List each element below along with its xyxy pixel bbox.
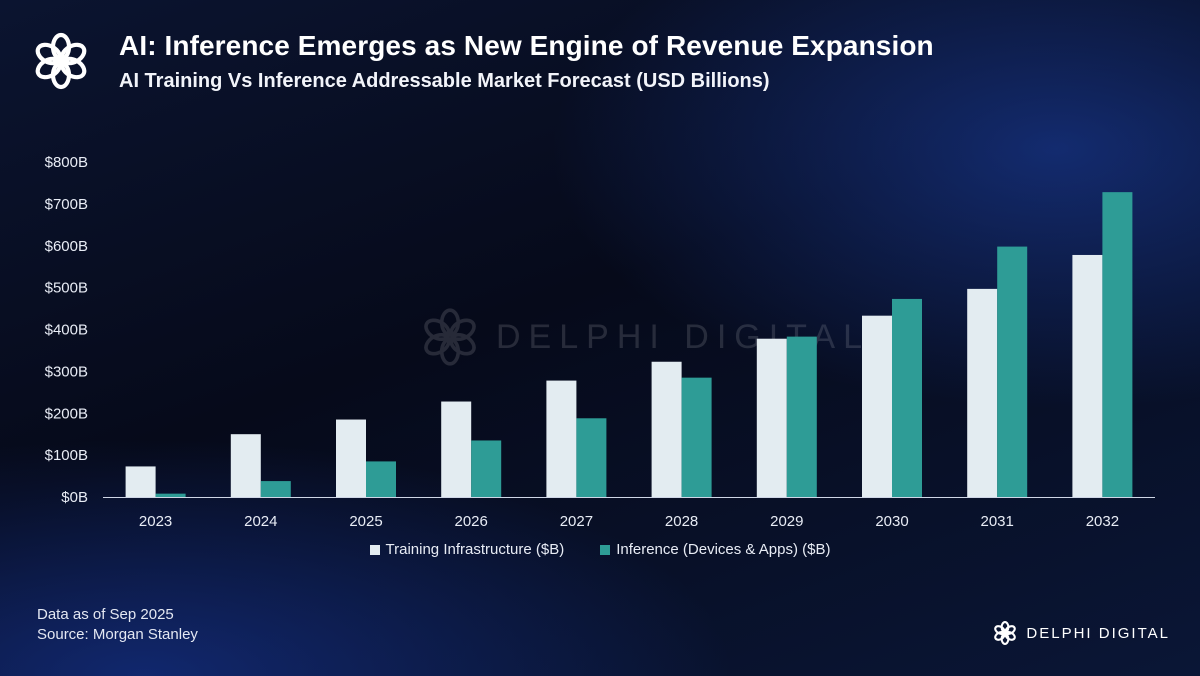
x-tick-label: 2029 — [770, 513, 803, 530]
x-tick-label: 2024 — [244, 513, 277, 530]
bar-training-2028 — [651, 361, 682, 497]
x-tick-label: 2027 — [560, 513, 593, 530]
x-tick-label: 2031 — [981, 513, 1014, 530]
delphi-logo-icon — [35, 32, 87, 90]
bar-training-2026 — [441, 401, 472, 497]
y-tick-label: $400B — [45, 322, 88, 339]
y-tick-label: $100B — [45, 447, 88, 464]
bar-inference-2023 — [155, 493, 186, 497]
bar-training-2027 — [546, 380, 577, 497]
chart-subtitle: AI Training Vs Inference Addressable Mar… — [119, 70, 770, 92]
x-tick-label: 2025 — [349, 513, 382, 530]
bar-inference-2028 — [681, 377, 712, 497]
bar-inference-2027 — [576, 418, 607, 497]
chart-title: AI: Inference Emerges as New Engine of R… — [119, 30, 934, 61]
y-tick-label: $600B — [45, 238, 88, 255]
legend-item-training: Training Infrastructure ($B) — [369, 541, 565, 558]
bar-training-2032 — [1072, 254, 1103, 497]
y-tick-label: $500B — [45, 280, 88, 297]
y-tick-label: $300B — [45, 363, 88, 380]
x-tick-label: 2028 — [665, 513, 698, 530]
x-tick-label: 2026 — [455, 513, 488, 530]
bar-inference-2026 — [471, 440, 502, 497]
bar-training-2029 — [756, 338, 787, 497]
bar-inference-2025 — [366, 461, 396, 497]
bar-inference-2029 — [786, 336, 817, 497]
y-tick-label: $700B — [45, 196, 88, 213]
legend-swatch-training — [369, 544, 380, 555]
bar-inference-2031 — [997, 246, 1028, 497]
data-date: Data as of Sep 2025 — [37, 606, 174, 623]
legend-item-inference: Inference (Devices & Apps) ($B) — [600, 541, 830, 558]
x-tick-label: 2030 — [875, 513, 908, 530]
x-tick-label: 2032 — [1086, 513, 1119, 530]
legend: Training Infrastructure ($B) Inference (… — [0, 541, 1200, 558]
y-tick-label: $800B — [45, 154, 88, 171]
y-tick-label: $0B — [61, 489, 88, 506]
brand-logo-icon — [994, 621, 1017, 645]
bar-training-2025 — [336, 419, 366, 497]
legend-label-training: Training Infrastructure ($B) — [385, 541, 565, 558]
legend-swatch-inference — [600, 544, 611, 555]
bar-inference-2032 — [1102, 192, 1133, 497]
bar-training-2024 — [230, 434, 261, 497]
footnote: Data as of Sep 2025 Source: Morgan Stanl… — [37, 605, 198, 645]
bar-training-2031 — [967, 288, 998, 497]
bar-inference-2024 — [260, 481, 291, 497]
legend-label-inference: Inference (Devices & Apps) ($B) — [616, 541, 831, 558]
y-tick-label: $200B — [45, 405, 88, 422]
data-source: Source: Morgan Stanley — [37, 626, 198, 643]
brand: DELPHI DIGITAL — [992, 620, 1170, 646]
x-tick-label: 2023 — [139, 513, 172, 530]
bar-training-2023 — [125, 466, 156, 497]
bar-training-2030 — [862, 315, 892, 497]
brand-name: DELPHI DIGITAL — [1026, 624, 1170, 642]
bar-inference-2030 — [892, 298, 922, 497]
